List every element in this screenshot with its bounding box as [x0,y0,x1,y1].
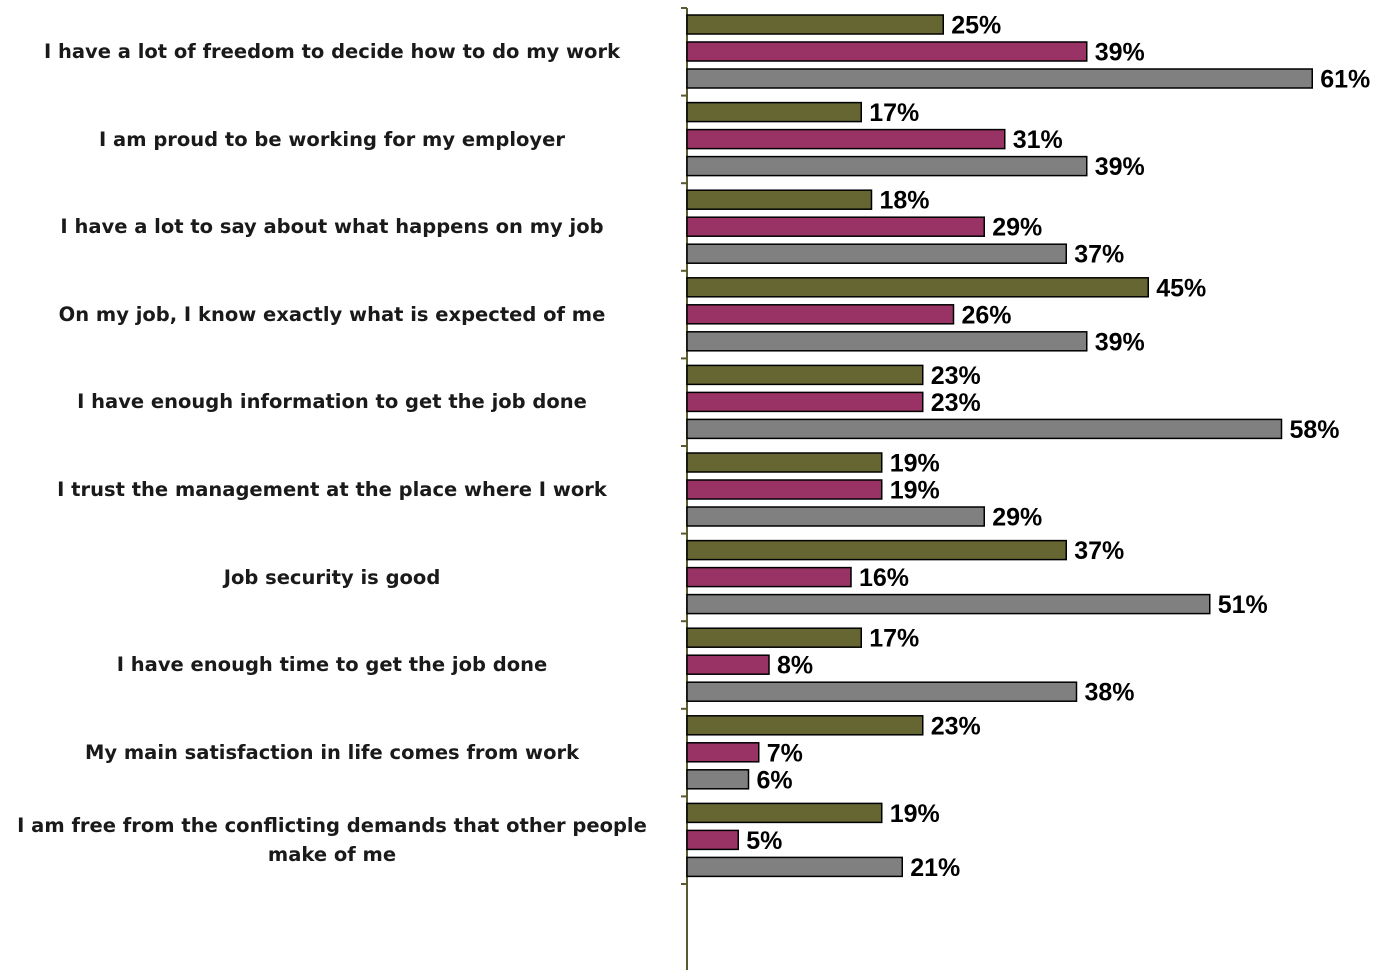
data-label: 19% [890,477,940,505]
data-label: 58% [1290,416,1340,444]
data-label: 7% [767,739,803,767]
bar [686,216,985,237]
bar [686,277,1149,298]
data-label: 29% [992,214,1042,242]
data-label: 61% [1320,66,1370,94]
data-label: 39% [1095,39,1145,67]
data-label: 19% [890,450,940,478]
category-label: I have a lot of freedom to decide how to… [43,40,621,63]
data-label: 29% [992,504,1042,532]
bar [686,566,852,588]
bar [686,41,1088,62]
data-label: 17% [869,625,919,653]
data-label: 37% [1074,241,1124,269]
category-label: On my job, I know exactly what is expect… [58,302,606,326]
data-label: 31% [1013,126,1063,154]
data-label: 21% [910,854,960,882]
bar [686,68,1313,89]
data-label: 39% [1095,328,1145,356]
bar [686,627,862,648]
data-label: 25% [951,12,1001,40]
bar [686,593,1211,615]
data-label: 37% [1074,537,1124,565]
bar [686,364,924,386]
data-label: 39% [1095,153,1145,181]
bar [686,829,739,851]
bar [686,802,883,824]
category-label: My main satisfaction in life comes from … [84,740,580,764]
bar [686,128,1006,150]
bar [686,769,750,790]
bar [686,856,903,878]
bar [686,506,985,527]
bar [686,654,770,675]
data-label: 45% [1156,274,1206,302]
category-label: I am proud to be working for my employer [99,127,565,151]
bar [686,14,944,35]
category-label: I have enough information to get the job… [77,390,587,414]
data-label: 8% [777,652,813,680]
bar [686,452,883,473]
bar [686,189,873,210]
bar [686,681,1078,702]
data-label: 23% [931,389,981,417]
bar [686,304,955,325]
bar [686,101,862,123]
data-label: 26% [962,301,1012,329]
data-label: 17% [869,99,919,127]
data-label: 19% [890,800,940,828]
data-label: 51% [1218,591,1268,619]
bar [686,243,1067,264]
category-label: I have enough time to get the job done [116,653,548,677]
data-label: 23% [931,712,981,740]
data-label: 23% [931,362,981,390]
bar [686,331,1088,352]
bar [686,418,1283,440]
bar [686,155,1088,177]
category-label: I trust the management at the place wher… [57,478,607,501]
category-label: I am free from the conflicting demands t… [17,813,647,866]
bar [686,715,924,736]
data-label: 16% [859,564,909,592]
data-label: 5% [746,827,782,855]
data-label: 18% [880,187,930,215]
category-label: I have a lot to say about what happens o… [60,215,604,239]
bar [686,539,1067,561]
bar [686,479,883,500]
bar [686,391,924,413]
data-label: 38% [1085,679,1135,707]
category-label: Job security is good [223,565,441,589]
bar [686,742,760,763]
data-label: 6% [757,766,793,794]
